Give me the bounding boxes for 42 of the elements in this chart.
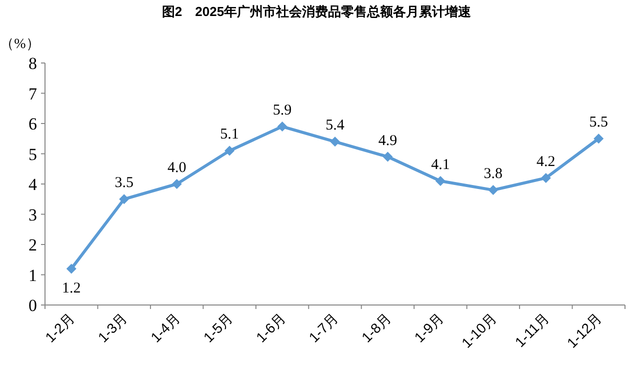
point: [488, 185, 498, 196]
x-tick-label: 1-6月: [252, 310, 288, 346]
chart-title: 图2 2025年广州市社会消费品零售总额各月累计增速: [162, 4, 472, 19]
y-tick-label: 1: [28, 266, 37, 285]
point: [277, 122, 288, 132]
point: [172, 179, 182, 189]
x-tick-label: 1-7月: [306, 310, 342, 346]
text: 5.1: [220, 126, 239, 143]
y-tick-label: 6: [28, 114, 37, 134]
point: [594, 134, 604, 144]
text: 4.1: [431, 156, 450, 173]
point: [435, 176, 446, 186]
text: 5.9: [272, 102, 292, 119]
point: [540, 172, 551, 183]
text: 4.2: [536, 154, 556, 170]
x-tick-label: 1-2月: [42, 310, 78, 346]
text: 3.5: [114, 175, 134, 192]
x-tick-label: 1-9月: [411, 310, 447, 346]
y-tick-label: 7: [28, 84, 38, 104]
y-tick-label: 3: [28, 205, 37, 224]
x-tick-label: 1-4月: [147, 310, 183, 346]
text: 1.2: [62, 280, 81, 297]
x-tick-label: 1-8月: [358, 310, 394, 346]
y-tick-label: 2: [28, 236, 37, 254]
y-axis-title: （%）: [0, 37, 40, 52]
point: [119, 194, 130, 204]
y-tick-label: 0: [28, 296, 37, 315]
point: [224, 146, 235, 156]
point: [330, 136, 340, 147]
y-tick-label: 8: [28, 54, 37, 73]
point: [382, 152, 393, 162]
text: 3.8: [484, 166, 503, 182]
point: [66, 264, 76, 274]
x-tick-label: 1-3月: [94, 310, 130, 346]
text: 4.9: [378, 132, 398, 149]
x-tick-label: 1-5月: [200, 310, 236, 346]
y-tick-label: 5: [28, 144, 37, 164]
text: 4.0: [167, 160, 186, 176]
text: 5.4: [326, 118, 344, 134]
x-tick-label: 1-11月: [512, 310, 552, 350]
text: 5.5: [589, 114, 608, 131]
y-tick-label: 4: [28, 175, 38, 194]
